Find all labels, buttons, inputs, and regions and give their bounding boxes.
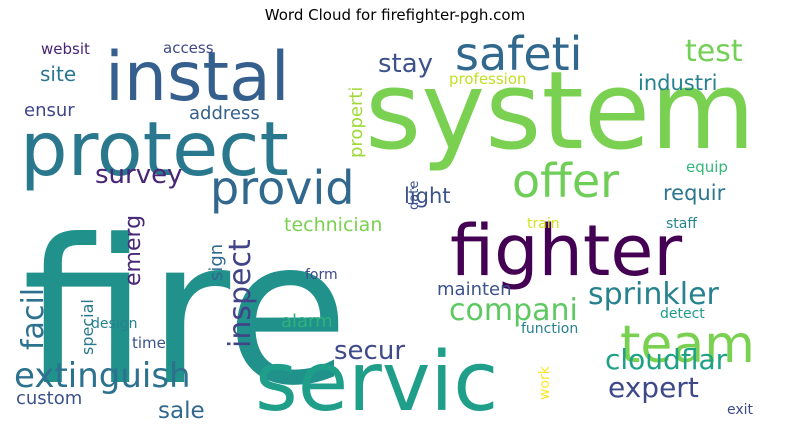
word-extinguish: extinguish xyxy=(14,356,191,396)
word-fire: fire xyxy=(22,197,349,427)
word-sign: sign xyxy=(206,244,227,281)
word-ensur: ensur xyxy=(24,100,75,121)
word-stay: stay xyxy=(378,49,433,79)
word-light: light xyxy=(404,184,451,208)
word-instal: instal xyxy=(105,38,290,117)
word-test: test xyxy=(685,34,743,69)
word-profession: profession xyxy=(449,70,527,88)
word-alarm: alarm xyxy=(281,311,333,332)
word-address: address xyxy=(189,103,260,124)
word-detect: detect xyxy=(660,306,705,322)
word-train: train xyxy=(527,216,560,232)
word-exit: exit xyxy=(727,402,754,418)
word-team: team xyxy=(620,315,755,375)
word-protect: protect xyxy=(20,105,289,193)
word-cloudflar: cloudflar xyxy=(605,343,728,376)
word-technician: technician xyxy=(284,214,382,236)
word-survey: survey xyxy=(95,160,182,190)
word-sale: sale xyxy=(158,398,205,424)
word-fighter: fighter xyxy=(450,210,682,292)
word-websit: websit xyxy=(41,40,90,58)
word-expert: expert xyxy=(608,371,699,404)
chart-title: Word Cloud for firefighter-pgh.com xyxy=(264,6,526,24)
word-facil: facil xyxy=(16,288,51,350)
word-work: work xyxy=(537,365,553,400)
word-sprinkler: sprinkler xyxy=(588,277,720,312)
word-properti: properti xyxy=(346,87,367,158)
word-function: function xyxy=(521,321,578,337)
word-offer: offer xyxy=(512,154,619,208)
word-industri: industri xyxy=(638,71,717,95)
word-staff: staff xyxy=(666,216,697,232)
word-equip: equip xyxy=(686,158,728,176)
word-access: access xyxy=(163,39,214,57)
word-inspect: inspect xyxy=(223,239,258,348)
word-time: time xyxy=(132,334,166,352)
word-compani: compani xyxy=(449,293,578,328)
word-custom: custom xyxy=(16,388,82,409)
word-date: date xyxy=(407,181,422,210)
word-requir: requir xyxy=(663,181,726,205)
word-emerg: emerg xyxy=(121,215,146,286)
word-form: form xyxy=(305,267,338,283)
word-provid: provid xyxy=(210,161,354,215)
word-design: design xyxy=(91,316,137,332)
word-system: system xyxy=(365,49,755,174)
word-special: special xyxy=(78,299,97,355)
word-site: site xyxy=(40,62,76,86)
word-servic: servic xyxy=(255,335,498,427)
word-safeti: safeti xyxy=(455,27,582,81)
word-mainten: mainten xyxy=(437,279,512,300)
word-secur: secur xyxy=(334,336,405,366)
